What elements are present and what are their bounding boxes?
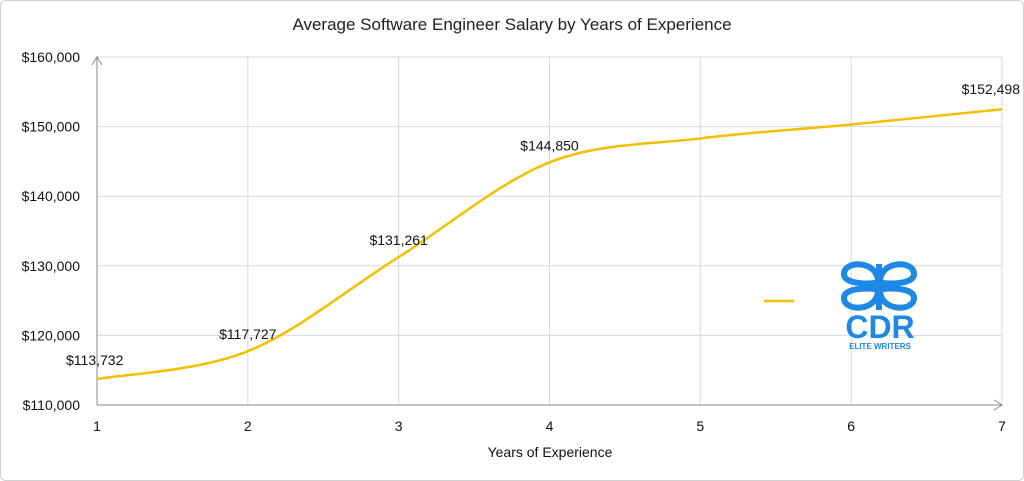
y-tick-label: $120,000 [22,327,81,343]
watermark-text: CDR [845,309,914,345]
data-labels: $113,732 $117,727 $131,261 $144,850 $152,498 [66,81,1020,368]
data-label: $152,498 [962,81,1021,97]
x-tick-label: 2 [244,418,252,434]
data-label: $113,732 [66,352,124,368]
chart-title: Average Software Engineer Salary by Year… [292,15,731,34]
series [96,107,1003,381]
logo-mark-icon [840,261,918,311]
y-tick-label: $140,000 [22,188,81,204]
series-line [96,107,1003,381]
y-tick-label: $130,000 [22,258,81,274]
tick-labels: $110,000 $120,000 $130,000 $140,000 $150,000… [22,49,1007,434]
gridlines [97,56,1003,405]
y-tick-label: $110,000 [23,397,81,413]
watermark-logo: CDR ELITE WRITERS [840,261,918,351]
x-tick-label: 7 [998,418,1006,434]
x-tick-label: 3 [395,418,403,434]
x-tick-label: 4 [546,418,554,434]
data-label: $144,850 [520,137,579,153]
data-label: $131,261 [369,232,428,248]
data-label: $117,727 [219,326,277,342]
x-axis-title: Years of Experience [488,444,613,460]
axes [91,56,1003,411]
x-tick-label: 1 [93,418,101,434]
y-axis-arrow-icon [91,56,103,66]
y-tick-label: $160,000 [22,49,81,65]
y-tick-label: $150,000 [22,119,81,135]
watermark-subtext: ELITE WRITERS [849,342,911,351]
x-tick-label: 6 [847,418,855,434]
x-axis-arrow-icon [993,399,1003,411]
x-tick-label: 5 [696,418,704,434]
